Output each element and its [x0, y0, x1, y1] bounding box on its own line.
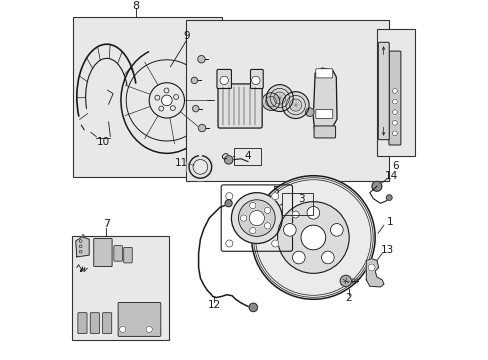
FancyBboxPatch shape: [114, 246, 122, 261]
Circle shape: [340, 275, 351, 287]
Circle shape: [392, 110, 397, 114]
Circle shape: [264, 207, 270, 213]
Circle shape: [392, 99, 397, 104]
FancyBboxPatch shape: [315, 109, 332, 118]
Circle shape: [240, 215, 246, 221]
Circle shape: [119, 326, 125, 333]
Text: 4: 4: [244, 151, 251, 161]
Circle shape: [301, 225, 325, 250]
Text: 1: 1: [386, 217, 392, 226]
Text: 10: 10: [97, 137, 110, 147]
Circle shape: [262, 93, 279, 111]
Circle shape: [192, 105, 199, 112]
Text: 8: 8: [132, 1, 139, 10]
Circle shape: [367, 264, 374, 271]
Text: 7: 7: [102, 220, 109, 229]
Circle shape: [224, 156, 232, 164]
Circle shape: [386, 195, 391, 201]
FancyBboxPatch shape: [313, 126, 335, 138]
Circle shape: [321, 251, 333, 264]
Circle shape: [292, 251, 305, 264]
FancyBboxPatch shape: [123, 247, 132, 263]
Circle shape: [282, 92, 308, 118]
Circle shape: [283, 224, 296, 236]
Circle shape: [271, 193, 278, 200]
Circle shape: [238, 200, 275, 237]
Circle shape: [277, 202, 348, 273]
Text: 6: 6: [392, 161, 399, 171]
Circle shape: [224, 200, 232, 207]
Circle shape: [161, 95, 172, 106]
Text: 3: 3: [297, 194, 304, 204]
FancyBboxPatch shape: [78, 313, 87, 333]
Circle shape: [271, 240, 278, 247]
FancyBboxPatch shape: [378, 42, 388, 140]
Circle shape: [231, 193, 282, 243]
FancyBboxPatch shape: [315, 69, 332, 78]
Text: 9: 9: [183, 31, 189, 41]
Circle shape: [249, 211, 264, 226]
FancyBboxPatch shape: [217, 69, 231, 89]
Circle shape: [225, 240, 232, 247]
FancyBboxPatch shape: [73, 17, 221, 177]
Polygon shape: [366, 259, 383, 287]
Circle shape: [225, 193, 232, 200]
Circle shape: [197, 55, 204, 63]
Circle shape: [330, 224, 343, 236]
FancyBboxPatch shape: [102, 313, 112, 333]
Circle shape: [305, 108, 313, 116]
Circle shape: [306, 206, 319, 219]
FancyBboxPatch shape: [186, 21, 388, 181]
Text: 5: 5: [271, 186, 279, 196]
Circle shape: [248, 303, 257, 312]
Circle shape: [266, 85, 293, 112]
Circle shape: [191, 77, 197, 84]
Text: 14: 14: [385, 171, 398, 181]
FancyBboxPatch shape: [218, 84, 262, 128]
Circle shape: [249, 228, 255, 234]
FancyBboxPatch shape: [250, 69, 263, 89]
Circle shape: [264, 223, 270, 229]
FancyBboxPatch shape: [388, 51, 400, 145]
Circle shape: [146, 326, 152, 333]
Circle shape: [392, 120, 397, 125]
Circle shape: [251, 176, 374, 299]
Text: 12: 12: [207, 300, 221, 310]
Polygon shape: [313, 68, 336, 128]
Polygon shape: [76, 237, 89, 257]
Circle shape: [392, 89, 397, 94]
FancyBboxPatch shape: [376, 29, 414, 156]
Circle shape: [291, 211, 299, 218]
Circle shape: [392, 131, 397, 136]
Circle shape: [220, 76, 228, 85]
Circle shape: [251, 76, 260, 85]
Text: 2: 2: [345, 293, 351, 303]
Circle shape: [371, 181, 381, 191]
FancyBboxPatch shape: [72, 236, 169, 340]
FancyBboxPatch shape: [94, 239, 112, 266]
Text: 13: 13: [380, 245, 393, 255]
Circle shape: [249, 202, 255, 209]
Circle shape: [198, 125, 205, 132]
FancyBboxPatch shape: [90, 313, 99, 333]
FancyBboxPatch shape: [118, 302, 161, 336]
Text: 11: 11: [174, 158, 187, 168]
